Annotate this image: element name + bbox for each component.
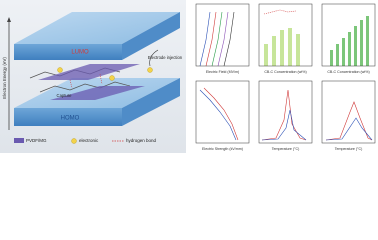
electron: [57, 67, 63, 73]
bar: [264, 44, 268, 66]
panel-graphics: [199, 9, 373, 141]
x-axis-label: Electric Strength (kV/mm): [202, 147, 243, 151]
diagram: Electron Energy (eV) LUMO HOMO Electrode…: [0, 0, 186, 153]
legend-label: hydrogen bond: [126, 138, 157, 143]
panel-frame: [258, 3, 313, 67]
curve: [325, 117, 373, 141]
curve: [217, 11, 229, 67]
panel-frame: [258, 80, 313, 144]
lumo-slab-side: [122, 12, 180, 60]
x-axis-label: Temperature (°C): [335, 147, 363, 151]
mg-sheet: [38, 64, 140, 80]
legend-swatch: [71, 138, 77, 144]
electron: [109, 75, 115, 81]
curve: [325, 101, 373, 141]
curve: [223, 11, 235, 67]
panel-frame: [195, 80, 250, 144]
axis-arrow: [7, 17, 11, 22]
curve: [199, 89, 237, 141]
homo-label: HOMO: [61, 116, 80, 122]
panel-frame: [321, 80, 376, 144]
mg-sheet: [50, 86, 145, 100]
lumo-slab-front: [14, 44, 122, 60]
bar: [360, 20, 363, 66]
x-axis-label: CB-C Concentration (wt%): [264, 70, 306, 74]
page: {"diagram": {"axis_label": "Electron Ene…: [0, 0, 376, 153]
polymer-chain: [39, 81, 131, 93]
curve: [203, 87, 239, 141]
bar: [342, 38, 345, 66]
hydrogen-bond: [69, 79, 73, 89]
curve: [261, 89, 307, 141]
bar: [280, 30, 284, 66]
lumo-label: LUMO: [71, 50, 89, 56]
bar: [296, 34, 300, 66]
bar: [272, 36, 276, 66]
bar: [288, 28, 292, 66]
legend-label: PVDF/MG: [26, 138, 47, 143]
annotation: Capture: [57, 93, 73, 98]
hydrogen-bond: [99, 73, 103, 85]
homo-slab-front: [14, 108, 122, 126]
panel-frame: [321, 3, 376, 67]
curve: [199, 11, 211, 67]
bar: [354, 26, 357, 66]
result-panels: Electric Field (MV/m) CB-C Concentration …: [195, 3, 376, 151]
bar: [330, 50, 333, 66]
lumo-slab-top: [14, 12, 180, 44]
bar: [348, 32, 351, 66]
curve: [211, 11, 223, 67]
bar: [366, 16, 369, 66]
homo-slab-side: [122, 78, 180, 126]
panel-frame: [195, 3, 250, 67]
curve: [263, 9, 297, 15]
graphical-abstract: Electron Energy (eV) LUMO HOMO Electrode…: [0, 0, 376, 153]
curve: [205, 11, 217, 67]
bar: [336, 44, 339, 66]
injection-arrow: [149, 49, 159, 67]
x-axis-label: Temperature (°C): [272, 147, 300, 151]
axis-label: Electron Energy (eV): [2, 57, 7, 99]
annotation: Electrode injection: [148, 55, 183, 60]
legend-swatch: [14, 138, 24, 143]
x-axis-label: CB-C Concentration (wt%): [327, 70, 369, 74]
x-axis-label: Electric Field (MV/m): [206, 70, 239, 74]
curve: [261, 109, 307, 141]
electron: [147, 67, 153, 73]
legend-label: electronic: [79, 138, 99, 143]
